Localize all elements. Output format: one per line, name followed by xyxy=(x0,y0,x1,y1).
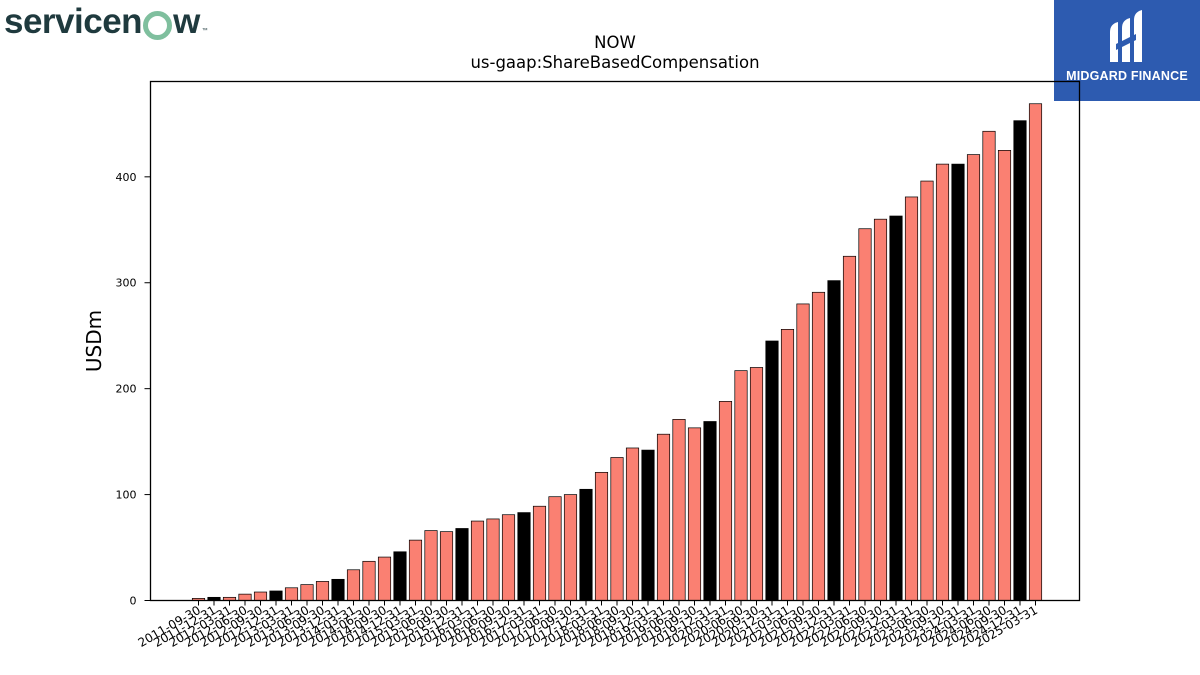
bar-2015-03-31 xyxy=(408,539,423,601)
bar-2022-12-31 xyxy=(889,215,903,601)
bar-2012-09-30 xyxy=(253,591,268,601)
y-axis-ticks: 0 100 200 300 400 xyxy=(116,171,151,608)
bar-2015-06-30 xyxy=(424,530,438,601)
bar-2017-06-30 xyxy=(548,496,562,601)
bar-2015-09-30 xyxy=(439,531,454,601)
bar-2021-12-31 xyxy=(827,280,841,601)
bar-2024-12-31 xyxy=(1013,120,1027,601)
bar-2019-09-30 xyxy=(687,427,702,601)
bar-2023-03-31 xyxy=(904,196,919,601)
bar-2013-03-31 xyxy=(284,587,299,601)
y-tick-label: 0 xyxy=(130,595,137,608)
bar-2022-03-31 xyxy=(842,255,857,601)
y-axis-label: USDm xyxy=(82,310,106,372)
y-tick-label: 400 xyxy=(116,171,137,184)
bar-2020-09-30 xyxy=(749,367,764,601)
bar-2016-09-30 xyxy=(501,514,516,601)
bar-2014-06-30 xyxy=(362,560,376,601)
bar-2018-06-30 xyxy=(610,457,624,601)
bar-2019-12-31 xyxy=(703,421,717,601)
plot-frame xyxy=(149,80,1081,602)
bar-2017-12-31 xyxy=(579,488,593,601)
bar-2014-03-31 xyxy=(346,569,361,601)
bar-2021-06-30 xyxy=(796,303,810,601)
logo-trademark: ™ xyxy=(201,28,208,34)
midgard-finance-label: MIDGARD FINANCE xyxy=(1066,69,1188,83)
x-axis-ticks: 2011-09-302011-12-312012-03-312012-06-30… xyxy=(136,600,1040,650)
bar-2014-09-30 xyxy=(377,556,392,601)
bar-2024-06-30 xyxy=(982,130,996,601)
servicenow-logo: servicen w ™ xyxy=(4,0,208,44)
logo-text-servicen: servicen xyxy=(4,2,143,41)
bar-2025-03-31 xyxy=(1028,103,1043,601)
bar-2013-09-30 xyxy=(315,581,330,601)
bar-2020-03-31 xyxy=(718,401,733,601)
bar-group xyxy=(191,103,1043,601)
bar-2019-03-31 xyxy=(656,433,671,601)
bar-2023-12-31 xyxy=(951,163,965,601)
bar-2018-12-31 xyxy=(641,449,655,601)
bar-2016-06-30 xyxy=(486,518,500,601)
bar-2013-06-30 xyxy=(300,584,314,601)
midgard-finance-logo: MIDGARD FINANCE xyxy=(1054,0,1200,101)
bar-2017-03-31 xyxy=(532,505,547,601)
bar-2022-06-30 xyxy=(858,228,872,601)
bar-2024-09-30 xyxy=(997,150,1012,601)
chart-subtitle: us-gaap:ShareBasedCompensation xyxy=(470,53,759,72)
bar-2015-12-31 xyxy=(455,528,469,601)
bar-2018-03-31 xyxy=(594,471,609,601)
midgard-mark-icon xyxy=(1110,10,1142,62)
chart-title: NOW xyxy=(594,33,636,52)
bar-2021-09-30 xyxy=(811,291,826,601)
bar-2023-09-30 xyxy=(935,163,950,601)
bar-2023-06-30 xyxy=(920,180,934,601)
bar-2018-09-30 xyxy=(625,447,640,601)
bar-2020-06-30 xyxy=(734,370,748,601)
bar-2019-06-30 xyxy=(672,419,686,601)
bar-2021-03-31 xyxy=(780,329,795,601)
bar-2012-06-30 xyxy=(238,593,252,601)
bar-2016-03-31 xyxy=(470,520,485,601)
logo-o-ring-icon xyxy=(143,10,173,40)
logo-text-w: w xyxy=(173,2,200,41)
bar-2020-12-31 xyxy=(765,340,779,601)
bar-2013-12-31 xyxy=(331,578,345,601)
bar-2016-12-31 xyxy=(517,512,531,601)
y-tick-label: 200 xyxy=(116,383,137,396)
y-tick-label: 300 xyxy=(116,277,137,290)
bar-2014-12-31 xyxy=(393,551,407,601)
bar-2012-12-31 xyxy=(269,590,283,601)
y-tick-label: 100 xyxy=(116,489,137,502)
bar-2022-09-30 xyxy=(873,218,888,601)
bar-2017-09-30 xyxy=(563,494,578,601)
bar-2024-03-31 xyxy=(966,154,981,601)
